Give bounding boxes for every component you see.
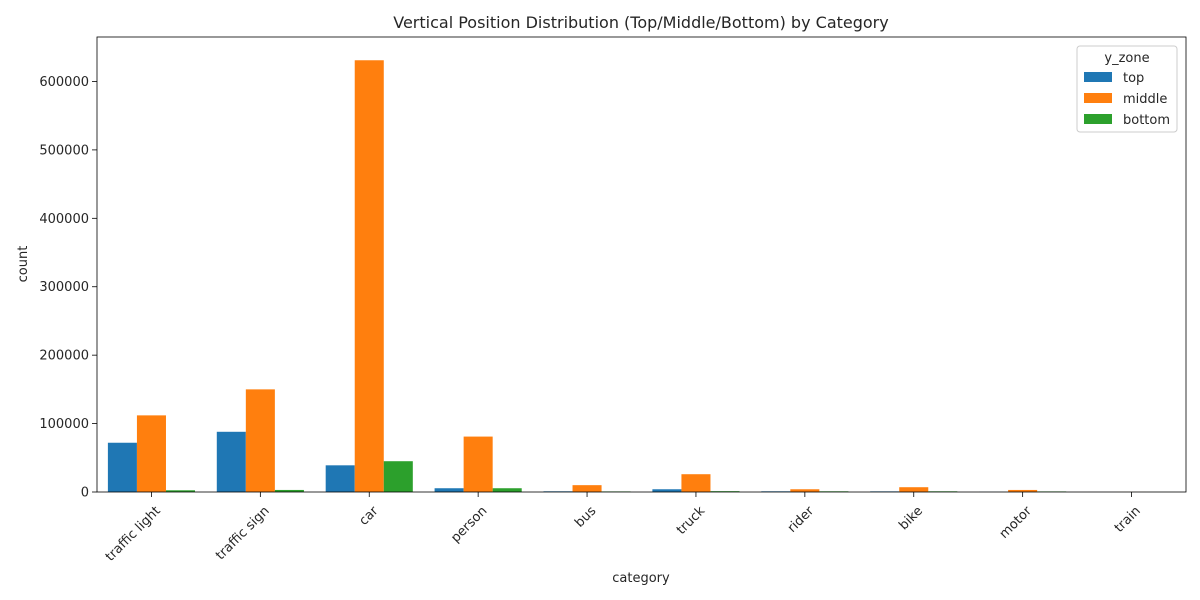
chart-title: Vertical Position Distribution (Top/Midd… — [393, 13, 888, 32]
legend-label-bottom: bottom — [1123, 113, 1170, 128]
bar-bottom — [165, 490, 196, 492]
bar-middle — [899, 487, 929, 492]
bar-middle — [572, 485, 602, 492]
x-tick-label: traffic light — [103, 504, 164, 565]
y-axis-label: count — [16, 246, 31, 283]
y-tick-label: 100000 — [39, 417, 89, 432]
legend-swatch-bottom — [1084, 114, 1112, 124]
x-tick-label: traffic sign — [213, 504, 272, 563]
x-tick-label: truck — [674, 503, 709, 538]
bar-bottom — [274, 489, 304, 492]
legend-swatch-middle — [1084, 93, 1112, 103]
bar-bottom — [492, 488, 522, 492]
bar-middle — [1008, 489, 1038, 492]
bar-top — [107, 442, 137, 492]
x-tick-label: rider — [785, 503, 818, 536]
bar-top — [216, 431, 246, 492]
x-tick-label: train — [1112, 504, 1144, 536]
bar-top — [652, 489, 682, 492]
bar-top — [434, 488, 464, 492]
y-tick-label: 0 — [81, 486, 89, 501]
x-axis-label: category — [612, 571, 670, 586]
x-tick-label: person — [448, 504, 490, 546]
y-tick-label: 400000 — [39, 212, 89, 227]
y-tick-label: 600000 — [39, 75, 89, 90]
x-tick-label: motor — [997, 503, 1036, 542]
bar-middle — [245, 389, 275, 492]
x-tick-label: car — [356, 503, 382, 529]
legend-title: y_zone — [1104, 51, 1149, 66]
plot-frame — [96, 36, 1187, 493]
y-tick-label: 500000 — [39, 143, 89, 158]
bar-middle — [354, 60, 384, 492]
plot-area: 0 100000 200000 300000 400000 500000 600000 tra… — [39, 36, 1187, 565]
legend-box — [1076, 45, 1178, 133]
legend-label-top: top — [1123, 71, 1144, 86]
bar-bottom — [710, 491, 740, 492]
bar-top — [325, 465, 355, 492]
bar-middle — [136, 415, 166, 492]
y-tick-label: 300000 — [39, 280, 89, 295]
bar-middle — [463, 436, 493, 492]
bar-middle — [681, 474, 711, 492]
bar-middle — [790, 489, 820, 492]
x-tick-label: bike — [896, 504, 926, 534]
legend-label-middle: middle — [1123, 92, 1167, 107]
legend-swatch-top — [1084, 72, 1112, 82]
y-tick-label: 200000 — [39, 349, 89, 364]
bar-bottom — [383, 461, 413, 492]
x-tick-label: bus — [572, 503, 599, 530]
